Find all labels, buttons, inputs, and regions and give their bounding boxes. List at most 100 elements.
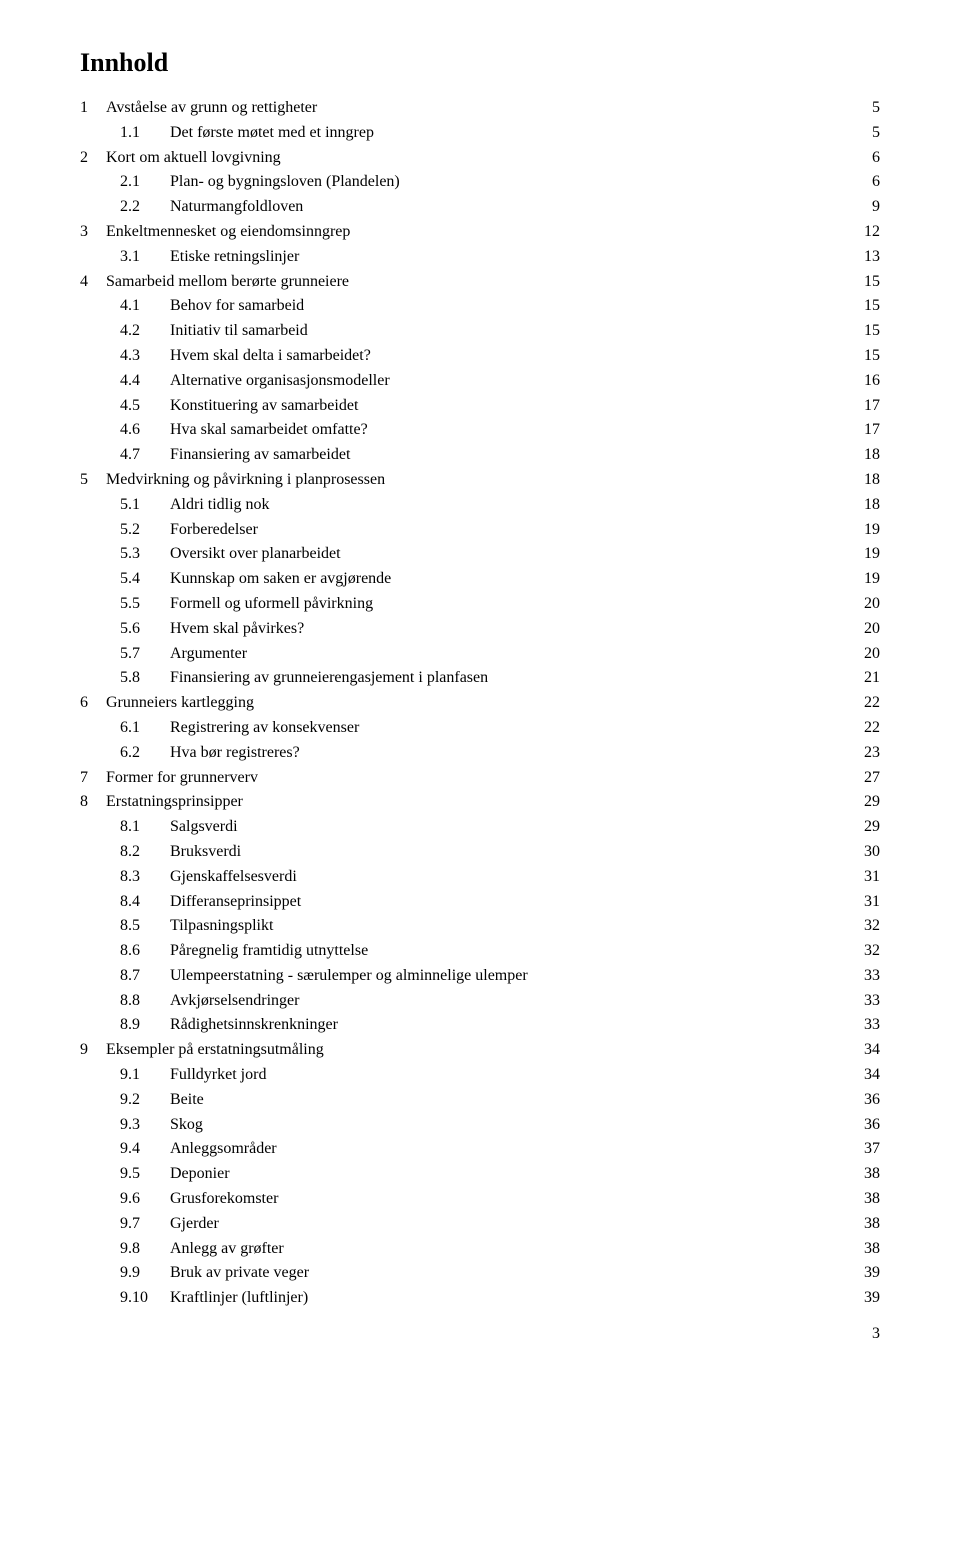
toc-entry-number: 5.5: [120, 592, 170, 617]
toc-entry: 8Erstatningsprinsipper 29: [80, 790, 880, 815]
toc-entry-label: Kunnskap om saken er avgjørende: [170, 567, 391, 592]
toc-entry-page: 29: [854, 815, 880, 840]
toc-entry-label: Samarbeid mellom berørte grunneiere: [106, 270, 349, 295]
toc-entry-number: 8.4: [120, 890, 170, 915]
toc-entry: 8.1Salgsverdi29: [80, 815, 880, 840]
toc-entry-page: 39: [854, 1261, 880, 1286]
toc-entry: 6Grunneiers kartlegging22: [80, 691, 880, 716]
toc-entry-label: Behov for samarbeid: [170, 294, 304, 319]
toc-entry-page: 38: [854, 1162, 880, 1187]
toc-entry-page: 30: [854, 840, 880, 865]
toc-entry-page: 5: [854, 96, 880, 121]
toc-entry-label: Formell og uformell påvirkning: [170, 592, 373, 617]
toc-entry: 8.3Gjenskaffelsesverdi31: [80, 865, 880, 890]
toc-entry-label: Erstatningsprinsipper: [106, 790, 243, 815]
toc-entry-number: 9.5: [120, 1162, 170, 1187]
toc-entry-label: Finansiering av samarbeidet: [170, 443, 350, 468]
toc-entry-number: 9.9: [120, 1261, 170, 1286]
toc-entry-number: 5.4: [120, 567, 170, 592]
toc-entry-label: Kraftlinjer (luftlinjer): [170, 1286, 308, 1311]
toc-entry-label: Initiativ til samarbeid: [170, 319, 308, 344]
toc-entry-label: Enkeltmennesket og eiendomsinngrep: [106, 220, 350, 245]
toc-entry-label: Former for grunnerverv: [106, 766, 258, 791]
toc-entry-label: Alternative organisasjonsmodeller: [170, 369, 390, 394]
toc-entry-label: Anleggsområder: [170, 1137, 277, 1162]
toc-entry-page: 32: [854, 914, 880, 939]
toc-entry-label: Argumenter: [170, 642, 247, 667]
toc-entry-label: Kort om aktuell lovgivning: [106, 146, 281, 171]
toc-entry-page: 32: [854, 939, 880, 964]
toc-entry-label: Bruk av private veger: [170, 1261, 309, 1286]
toc-entry: 5.8Finansiering av grunneierengasjement …: [80, 666, 880, 691]
toc-entry-label: Naturmangfoldloven: [170, 195, 303, 220]
toc-entry-number: 9.1: [120, 1063, 170, 1088]
toc-entry-label: Fulldyrket jord: [170, 1063, 266, 1088]
toc-entry-number: 5.7: [120, 642, 170, 667]
toc-entry-page: 17: [854, 418, 880, 443]
toc-entry: 4.6Hva skal samarbeidet omfatte?17: [80, 418, 880, 443]
toc-entry-page: 16: [854, 369, 880, 394]
toc-entry-label: Påregnelig framtidig utnyttelse: [170, 939, 368, 964]
toc-entry-number: 4.5: [120, 394, 170, 419]
toc-entry-number: 4.6: [120, 418, 170, 443]
toc-entry-page: 33: [854, 964, 880, 989]
toc-entry: 9.6Grusforekomster38: [80, 1187, 880, 1212]
toc-entry-label: Gjerder: [170, 1212, 219, 1237]
toc-entry-number: 8.1: [120, 815, 170, 840]
toc-entry-page: 6: [854, 146, 880, 171]
toc-entry: 2Kort om aktuell lovgivning 6: [80, 146, 880, 171]
toc-entry: 4.3Hvem skal delta i samarbeidet?15: [80, 344, 880, 369]
toc-entry-label: Aldri tidlig nok: [170, 493, 270, 518]
page-title: Innhold: [80, 48, 880, 78]
toc-entry-number: 9.3: [120, 1113, 170, 1138]
toc-entry-page: 19: [854, 518, 880, 543]
toc-entry: 9.10Kraftlinjer (luftlinjer)39: [80, 1286, 880, 1311]
toc-entry: 4Samarbeid mellom berørte grunneiere15: [80, 270, 880, 295]
toc-entry-number: 1: [80, 96, 106, 121]
toc-entry: 9.8Anlegg av grøfter38: [80, 1237, 880, 1262]
toc-entry-number: 9.8: [120, 1237, 170, 1262]
table-of-contents: 1Avståelse av grunn og rettigheter 51.1De…: [80, 96, 880, 1311]
toc-entry-label: Deponier: [170, 1162, 230, 1187]
toc-entry-label: Avståelse av grunn og rettigheter: [106, 96, 317, 121]
toc-entry: 4.2Initiativ til samarbeid15: [80, 319, 880, 344]
toc-entry: 5.3Oversikt over planarbeidet19: [80, 542, 880, 567]
toc-entry-label: Eksempler på erstatningsutmåling: [106, 1038, 324, 1063]
toc-entry-label: Differanseprinsippet: [170, 890, 301, 915]
toc-entry: 9.3Skog36: [80, 1113, 880, 1138]
toc-entry: 5.1Aldri tidlig nok18: [80, 493, 880, 518]
toc-entry: 1.1Det første møtet med et inngrep5: [80, 121, 880, 146]
toc-entry-number: 2: [80, 146, 106, 171]
toc-entry-page: 29: [854, 790, 880, 815]
toc-entry-number: 8.7: [120, 964, 170, 989]
toc-entry-page: 34: [854, 1038, 880, 1063]
page-number: 3: [80, 1325, 880, 1343]
toc-entry-page: 37: [854, 1137, 880, 1162]
toc-entry-page: 19: [854, 567, 880, 592]
toc-entry-label: Registrering av konsekvenser: [170, 716, 359, 741]
toc-entry-label: Det første møtet med et inngrep: [170, 121, 374, 146]
toc-entry-number: 9.6: [120, 1187, 170, 1212]
toc-entry-page: 21: [854, 666, 880, 691]
toc-entry: 6.1Registrering av konsekvenser22: [80, 716, 880, 741]
toc-entry-page: 27: [854, 766, 880, 791]
toc-entry-number: 5.6: [120, 617, 170, 642]
toc-entry-number: 8.5: [120, 914, 170, 939]
toc-entry-number: 4.4: [120, 369, 170, 394]
toc-entry-page: 6: [854, 170, 880, 195]
toc-entry-number: 8: [80, 790, 106, 815]
toc-entry-page: 12: [854, 220, 880, 245]
toc-entry-number: 8.3: [120, 865, 170, 890]
toc-entry-label: Hvem skal delta i samarbeidet?: [170, 344, 371, 369]
toc-entry: 5Medvirkning og påvirkning i planprosess…: [80, 468, 880, 493]
toc-entry: 3.1Etiske retningslinjer13: [80, 245, 880, 270]
toc-entry-number: 8.2: [120, 840, 170, 865]
toc-entry: 9.9Bruk av private veger 39: [80, 1261, 880, 1286]
toc-entry-number: 5.1: [120, 493, 170, 518]
toc-entry: 9.7Gjerder38: [80, 1212, 880, 1237]
toc-entry-page: 15: [854, 270, 880, 295]
toc-entry: 9.5Deponier 38: [80, 1162, 880, 1187]
toc-entry-page: 36: [854, 1088, 880, 1113]
toc-entry-label: Grunneiers kartlegging: [106, 691, 254, 716]
toc-entry-number: 8.9: [120, 1013, 170, 1038]
